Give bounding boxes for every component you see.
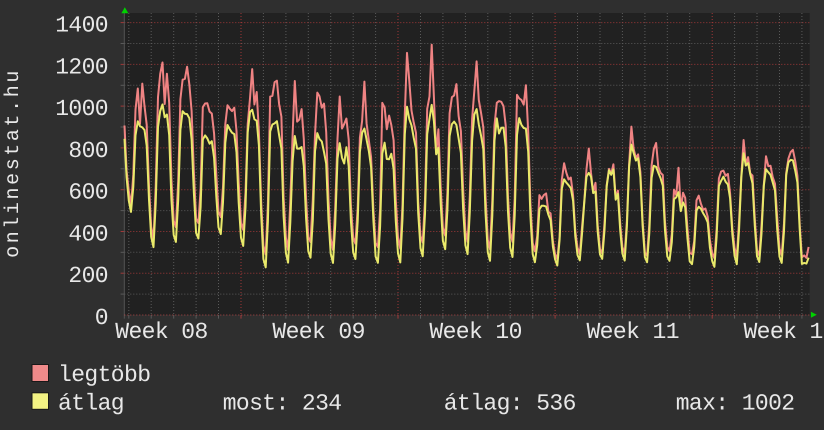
svg-text:legtöbb: legtöbb (58, 362, 150, 388)
svg-text:max: 1002: max: 1002 (676, 391, 795, 417)
svg-text:1000: 1000 (55, 96, 108, 122)
svg-text:600: 600 (68, 180, 108, 206)
svg-text:Week 08: Week 08 (115, 319, 207, 345)
svg-text:átlag: 536: átlag: 536 (444, 391, 576, 417)
svg-text:onlinestat.hu: onlinestat.hu (2, 68, 25, 258)
svg-text:1400: 1400 (55, 13, 108, 39)
svg-text:200: 200 (68, 263, 108, 289)
svg-text:1200: 1200 (55, 54, 108, 80)
svg-text:Week 12: Week 12 (743, 319, 824, 345)
svg-text:Week 09: Week 09 (272, 319, 364, 345)
svg-text:400: 400 (68, 221, 108, 247)
svg-text:átlag: átlag (58, 391, 124, 417)
svg-text:Week 11: Week 11 (586, 319, 678, 345)
svg-text:0: 0 (95, 305, 108, 331)
svg-text:Week 10: Week 10 (429, 319, 521, 345)
svg-text:most: 234: most: 234 (223, 391, 342, 417)
svg-text:800: 800 (68, 138, 108, 164)
